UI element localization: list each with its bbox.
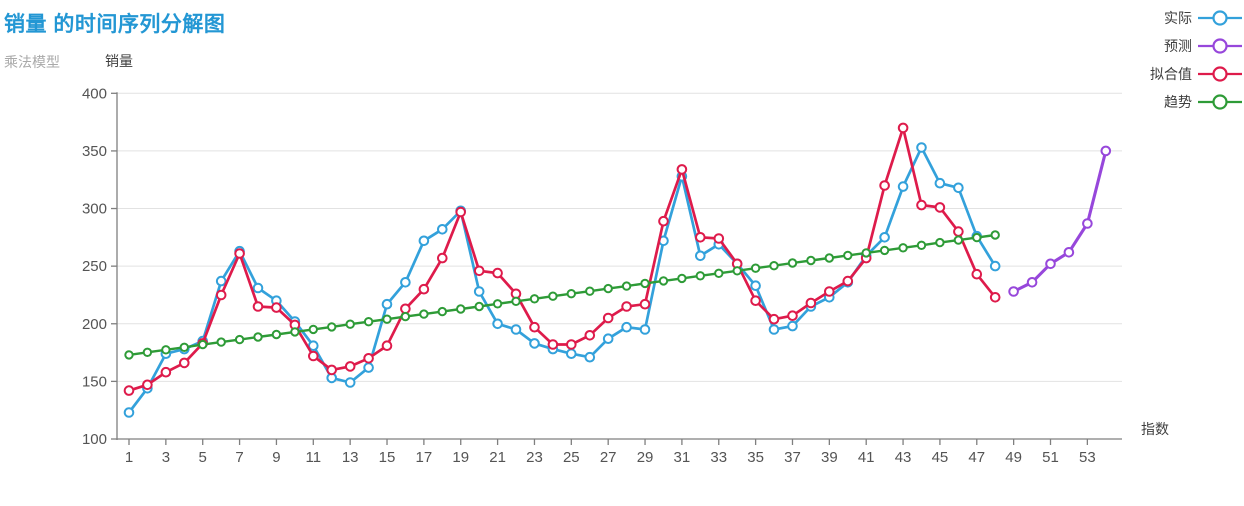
legend-item-trend: 趋势 bbox=[1150, 92, 1242, 112]
series-actual bbox=[123, 142, 1001, 418]
series-forecast bbox=[1008, 145, 1112, 297]
svg-text:9: 9 bbox=[272, 449, 280, 466]
svg-text:250: 250 bbox=[82, 258, 107, 275]
svg-text:29: 29 bbox=[637, 449, 654, 466]
svg-text:5: 5 bbox=[199, 449, 207, 466]
chart-legend: 实际预测拟合值趋势 bbox=[1150, 8, 1242, 112]
svg-text:25: 25 bbox=[563, 449, 580, 466]
svg-text:45: 45 bbox=[932, 449, 949, 466]
legend-symbol-fitted bbox=[1198, 66, 1242, 82]
legend-item-actual: 实际 bbox=[1150, 8, 1242, 28]
series-trend bbox=[124, 230, 1000, 360]
svg-text:13: 13 bbox=[342, 449, 359, 466]
svg-text:21: 21 bbox=[489, 449, 506, 466]
svg-text:15: 15 bbox=[379, 449, 396, 466]
legend-label-trend: 趋势 bbox=[1164, 94, 1192, 110]
svg-text:350: 350 bbox=[82, 143, 107, 160]
legend-symbol-forecast bbox=[1198, 38, 1242, 54]
legend-label-fitted: 拟合值 bbox=[1150, 66, 1192, 82]
svg-text:51: 51 bbox=[1042, 449, 1059, 466]
model-type-label: 乘法模型 bbox=[4, 54, 60, 70]
svg-text:33: 33 bbox=[710, 449, 727, 466]
legend-item-fitted: 拟合值 bbox=[1150, 64, 1242, 84]
svg-text:27: 27 bbox=[600, 449, 617, 466]
svg-text:150: 150 bbox=[82, 373, 107, 390]
svg-text:53: 53 bbox=[1079, 449, 1096, 466]
svg-text:41: 41 bbox=[858, 449, 875, 466]
x-axis: 1 3 5 7 9 11 13 15 17 19 21 23 25 27 29 31 33 35 37 39 41 43 4… bbox=[125, 439, 1096, 466]
legend-label-forecast: 预测 bbox=[1164, 38, 1192, 54]
svg-text:3: 3 bbox=[162, 449, 170, 466]
svg-text:400: 400 bbox=[82, 85, 107, 102]
svg-text:200: 200 bbox=[82, 316, 107, 333]
svg-text:31: 31 bbox=[674, 449, 691, 466]
svg-text:11: 11 bbox=[306, 449, 322, 466]
svg-text:7: 7 bbox=[235, 449, 243, 466]
svg-text:49: 49 bbox=[1005, 449, 1022, 466]
svg-text:1: 1 bbox=[125, 449, 133, 466]
svg-text:35: 35 bbox=[747, 449, 764, 466]
svg-text:300: 300 bbox=[82, 201, 107, 218]
svg-text:23: 23 bbox=[526, 449, 543, 466]
page-title: 销量 的时间序列分解图 bbox=[4, 13, 226, 36]
y-axis-title: 销量 bbox=[105, 53, 133, 69]
legend-symbol-actual bbox=[1198, 10, 1242, 26]
svg-text:37: 37 bbox=[784, 449, 801, 466]
svg-text:39: 39 bbox=[821, 449, 838, 466]
svg-text:43: 43 bbox=[895, 449, 912, 466]
svg-text:17: 17 bbox=[416, 449, 433, 466]
x-axis-title: 指数 bbox=[1141, 421, 1169, 437]
legend-symbol-trend bbox=[1198, 94, 1242, 110]
legend-item-forecast: 预测 bbox=[1150, 36, 1242, 56]
legend-label-actual: 实际 bbox=[1164, 10, 1192, 26]
svg-text:19: 19 bbox=[452, 449, 469, 466]
gridlines bbox=[117, 92, 1122, 382]
svg-text:47: 47 bbox=[968, 449, 985, 466]
svg-text:100: 100 bbox=[82, 431, 107, 448]
series-fitted bbox=[123, 122, 1001, 396]
y-axis: 100 150 200 250 300 350 400 bbox=[82, 85, 117, 448]
